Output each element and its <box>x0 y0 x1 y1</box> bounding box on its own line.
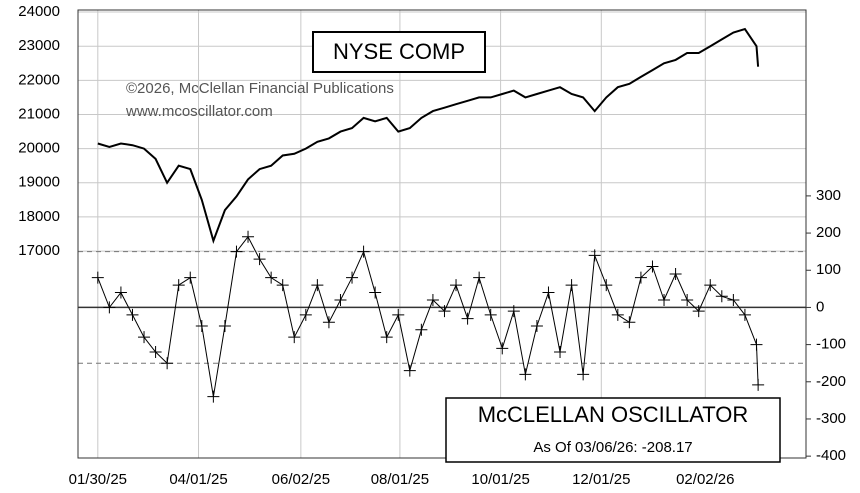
x-tick-label: 02/02/26 <box>676 471 734 488</box>
cross-marker <box>623 316 636 329</box>
cross-marker <box>554 346 567 359</box>
cross-marker <box>588 249 601 262</box>
x-tick-label: 01/30/25 <box>69 471 127 488</box>
cross-marker <box>496 342 509 355</box>
y2-tick-label: 300 <box>816 187 841 204</box>
cross-marker <box>334 293 347 306</box>
cross-marker <box>299 308 312 321</box>
series-label: NYSE COMP <box>333 39 465 64</box>
y-tick-label: 21000 <box>18 105 60 122</box>
cross-marker <box>161 357 174 370</box>
y2-tick-label: -300 <box>816 410 846 427</box>
cross-marker <box>207 390 220 403</box>
cross-marker <box>311 279 324 292</box>
y2-tick-label: 100 <box>816 261 841 278</box>
series-label: McCLELLAN OSCILLATOR <box>478 402 749 427</box>
cross-marker <box>426 293 439 306</box>
cross-marker <box>507 305 520 318</box>
cross-marker <box>322 316 335 329</box>
cross-marker <box>669 267 682 280</box>
cross-marker <box>415 323 428 336</box>
cross-marker <box>346 271 359 284</box>
y-tick-label: 19000 <box>18 174 60 191</box>
cross-marker <box>450 279 463 292</box>
website: www.mcoscillator.com <box>125 103 273 120</box>
y-tick-label: 24000 <box>18 3 60 20</box>
cross-marker <box>715 290 728 303</box>
cross-marker <box>646 260 659 273</box>
cross-marker <box>195 320 208 333</box>
cross-marker <box>172 279 185 292</box>
cross-marker <box>600 279 613 292</box>
y2-tick-label: -100 <box>816 336 846 353</box>
y-tick-label: 18000 <box>18 208 60 225</box>
cross-marker <box>658 293 671 306</box>
cross-marker <box>611 308 624 321</box>
cross-marker <box>357 245 370 258</box>
x-tick-label: 06/02/25 <box>272 471 330 488</box>
cross-marker <box>577 368 590 381</box>
cross-marker <box>288 331 301 344</box>
grid <box>78 10 811 458</box>
cross-marker <box>265 271 278 284</box>
x-tick-label: 10/01/25 <box>471 471 529 488</box>
series-line <box>97 27 760 245</box>
y2-tick-label: 0 <box>816 298 824 315</box>
title-box <box>312 31 486 73</box>
cross-marker <box>438 305 451 318</box>
marks <box>91 27 765 403</box>
y-tick-label: 20000 <box>18 140 60 157</box>
cross-marker <box>565 279 578 292</box>
y-tick-label: 22000 <box>18 71 60 88</box>
oscillator-box <box>445 397 781 463</box>
cross-marker <box>103 301 116 314</box>
cross-marker <box>230 245 243 258</box>
cross-marker <box>114 286 127 299</box>
cross-marker <box>750 338 763 351</box>
cross-marker <box>242 230 255 243</box>
cross-marker <box>692 305 705 318</box>
cross-marker <box>519 368 532 381</box>
copyright: ©2026, McClellan Financial Publications <box>126 80 394 97</box>
cross-marker <box>276 279 289 292</box>
cross-marker <box>138 331 151 344</box>
y2-tick-label: -200 <box>816 373 846 390</box>
cross-marker <box>530 320 543 333</box>
cross-marker <box>484 308 497 321</box>
cross-marker <box>392 308 405 321</box>
cross-marker <box>403 364 416 377</box>
cross-marker <box>738 308 751 321</box>
x-tick-label: 08/01/25 <box>371 471 429 488</box>
cross-marker <box>380 331 393 344</box>
cross-marker <box>704 279 717 292</box>
x-tick-label: 12/01/25 <box>572 471 630 488</box>
y2-tick-label: 200 <box>816 224 841 241</box>
cross-marker <box>253 253 266 266</box>
y-tick-label: 23000 <box>18 37 60 54</box>
cross-marker <box>681 293 694 306</box>
y-tick-label: 17000 <box>18 242 60 259</box>
cross-marker <box>752 378 765 391</box>
y2-tick-label: -400 <box>816 447 846 464</box>
cross-marker <box>727 293 740 306</box>
x-tick-label: 04/01/25 <box>169 471 227 488</box>
as-of-label: As Of 03/06/26: -208.17 <box>533 439 692 456</box>
cross-marker <box>149 346 162 359</box>
cross-marker <box>184 271 197 284</box>
cross-marker <box>473 271 486 284</box>
plot-frame <box>77 9 807 459</box>
cross-marker <box>542 286 555 299</box>
cross-marker <box>369 286 382 299</box>
cross-marker <box>634 271 647 284</box>
cross-marker <box>126 308 139 321</box>
cross-marker <box>91 271 104 284</box>
cross-marker <box>461 312 474 325</box>
cross-marker <box>218 320 231 333</box>
